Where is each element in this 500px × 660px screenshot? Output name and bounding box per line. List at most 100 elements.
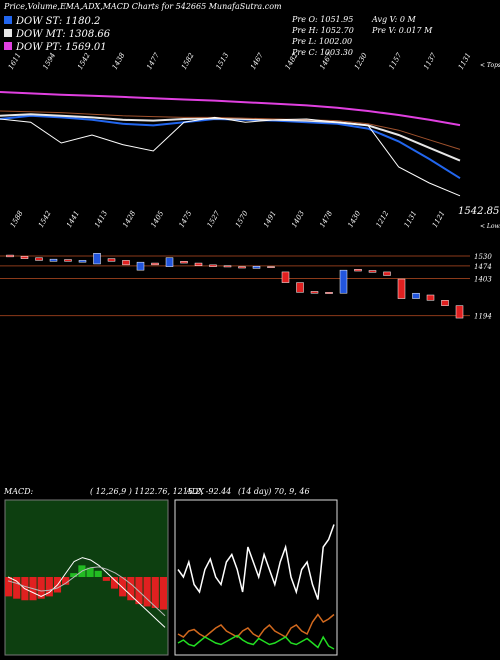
macd-bar (143, 577, 151, 607)
price-line (0, 110, 461, 150)
top-label: 1137 (422, 51, 438, 71)
legend-label: DOW MT: 1308.66 (15, 29, 111, 40)
macd-bar (119, 577, 127, 597)
candle (35, 257, 43, 261)
adx-line (177, 613, 335, 639)
top-label: 1477 (145, 51, 161, 71)
candle (368, 270, 377, 273)
candle (397, 278, 406, 299)
candle (339, 269, 348, 294)
adx-line (177, 524, 335, 600)
candle (354, 269, 362, 272)
low-label: 1428 (121, 209, 137, 229)
candle (107, 258, 116, 262)
info-text: Pre H: 1052.70 (291, 26, 354, 35)
info-text: Pre L: 1002.00 (291, 37, 352, 46)
candle (6, 254, 14, 258)
low-value: 1542.85 (458, 206, 499, 217)
candle (93, 253, 101, 265)
low-label: 1405 (149, 209, 165, 229)
macd-bar (13, 577, 21, 599)
macd-line (7, 557, 166, 628)
top-label: 1438 (111, 51, 127, 71)
candle (412, 292, 420, 299)
macd-bar (94, 570, 102, 577)
top-label: 1611 (7, 52, 23, 71)
candle (426, 294, 435, 301)
low-label: 1542 (37, 209, 53, 229)
low-label: 1430 (346, 209, 362, 229)
info-text: Avg V: 0 M (371, 15, 416, 24)
top-label: 1542 (76, 51, 92, 71)
low-label: 1441 (65, 210, 81, 229)
top-label: 1582 (180, 51, 196, 71)
top-label: 1157 (388, 51, 404, 71)
top-label: 1131 (457, 52, 473, 71)
candle (194, 262, 203, 266)
candle (122, 260, 130, 266)
candle (136, 261, 145, 271)
low-label: 1131 (403, 210, 419, 229)
macd-bar (70, 573, 78, 577)
candle (281, 271, 290, 283)
low-label: 1403 (290, 209, 306, 229)
price-line (0, 113, 461, 162)
candle (223, 265, 232, 268)
tops-note: < Tops (480, 62, 500, 69)
candle (64, 259, 72, 262)
adx-panel (174, 499, 338, 656)
candle (310, 291, 319, 294)
macd-bar (102, 577, 110, 581)
low-label: 1570 (234, 209, 250, 229)
low-label: 1478 (318, 209, 334, 229)
low-label: 1491 (262, 210, 278, 229)
macd-bar (159, 577, 167, 610)
macd-bar (135, 577, 143, 605)
adx-title: ADX (185, 487, 204, 496)
macd-params: ( 12,26,9 ) 1122.76, 1215.2, -92.44 (90, 487, 231, 496)
candle (296, 282, 304, 293)
low-label: 1121 (431, 210, 447, 229)
candle (238, 266, 246, 269)
top-label: 1594 (41, 52, 57, 71)
top-label: 1513 (214, 51, 230, 71)
macd-bar (127, 577, 135, 601)
candle (252, 266, 261, 269)
macd-bar (5, 577, 13, 597)
candle (441, 300, 449, 306)
macd-title: MACD: (3, 487, 34, 496)
legend-swatch (4, 42, 12, 50)
candle (209, 264, 217, 267)
low-label: 1588 (9, 209, 25, 229)
candle (151, 262, 159, 266)
price-line (0, 114, 461, 180)
macd-bar (86, 567, 94, 577)
price-line (0, 116, 461, 197)
legend-swatch (4, 29, 12, 37)
y-tick-label: 1474 (474, 263, 492, 271)
info-text: Pre C: 1003.30 (291, 48, 353, 57)
candle (49, 258, 58, 262)
macd-bar (37, 577, 45, 599)
lows-note: < Lows (480, 223, 500, 230)
macd-bar (151, 577, 159, 608)
low-label: 1527 (206, 209, 222, 229)
adx-params: (14 day) 70, 9, 46 (238, 487, 310, 496)
y-tick-label: 1530 (474, 253, 492, 261)
candle (383, 271, 391, 276)
candle (267, 266, 275, 268)
legend-label: DOW PT: 1569.01 (15, 42, 107, 53)
candle (20, 256, 29, 259)
macd-bar (62, 577, 70, 585)
top-label: 1467 (249, 51, 265, 71)
page-title: Price,Volume,EMA,ADX,MACD Charts for 542… (3, 2, 282, 11)
low-label: 1475 (178, 209, 194, 229)
macd-bar (110, 577, 119, 589)
y-tick-label: 1194 (474, 313, 492, 321)
info-text: Pre V: 0.017 M (371, 26, 433, 35)
low-label: 1212 (375, 209, 391, 229)
candle (455, 305, 464, 319)
top-label: 1230 (353, 51, 369, 71)
candle (78, 260, 87, 263)
